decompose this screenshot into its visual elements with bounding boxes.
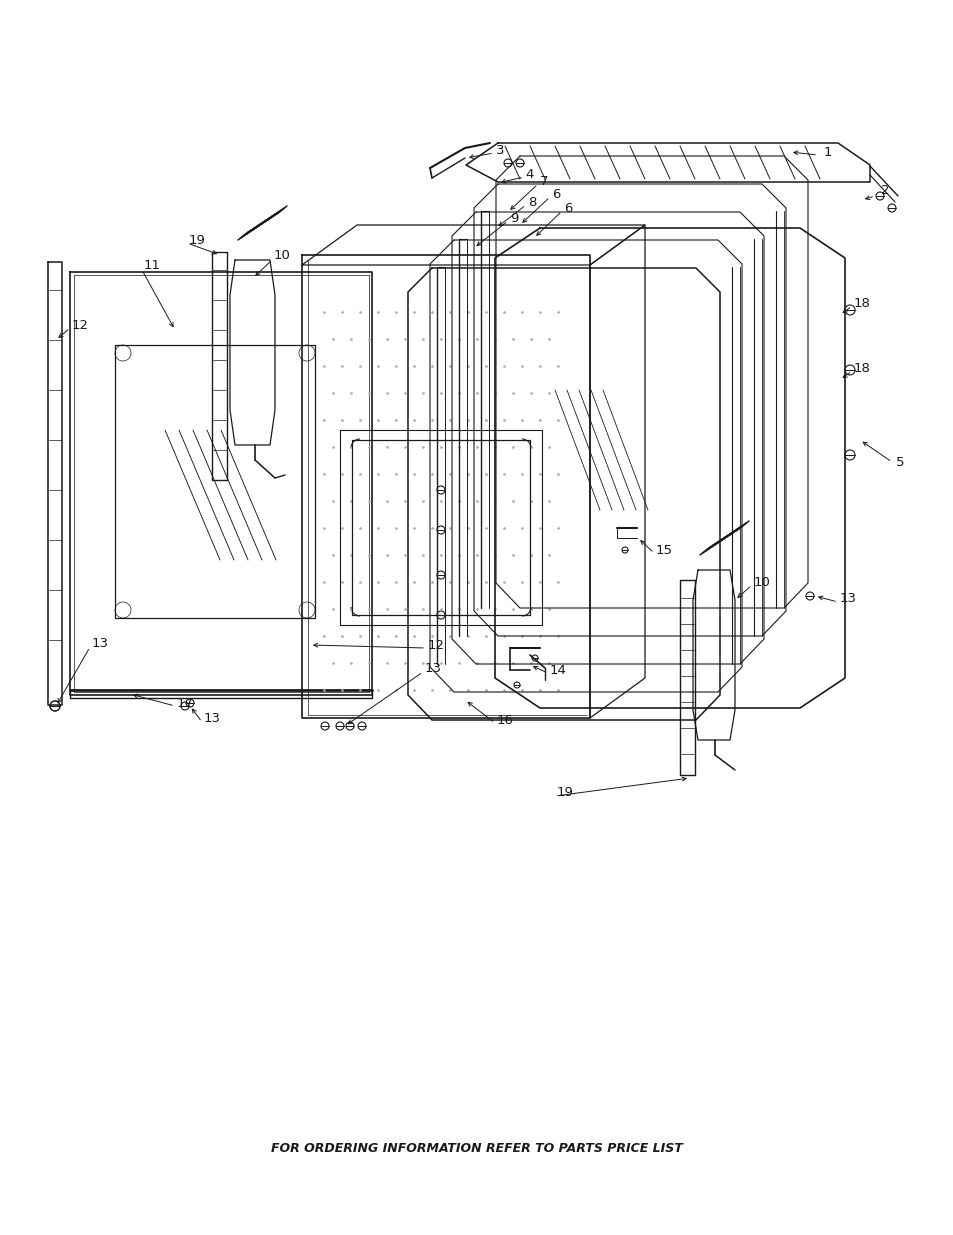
- Text: 19: 19: [556, 787, 573, 799]
- Text: 3: 3: [496, 143, 504, 157]
- Text: 10: 10: [753, 576, 770, 589]
- Text: 13: 13: [839, 592, 856, 604]
- Text: 18: 18: [853, 362, 869, 374]
- Text: 4: 4: [525, 168, 534, 180]
- Text: 9: 9: [509, 211, 517, 225]
- Text: 11: 11: [143, 258, 160, 272]
- Text: 6: 6: [563, 201, 572, 215]
- Text: 13: 13: [91, 636, 109, 650]
- Text: 12: 12: [71, 319, 89, 331]
- Text: 19: 19: [189, 233, 205, 247]
- Text: 2: 2: [880, 184, 888, 196]
- Text: 13: 13: [203, 711, 220, 725]
- Text: 13: 13: [424, 662, 441, 674]
- Text: 1: 1: [822, 146, 831, 158]
- Text: 14: 14: [549, 663, 566, 677]
- Text: 7: 7: [539, 174, 548, 188]
- Text: 8: 8: [527, 195, 536, 209]
- Text: 16: 16: [497, 714, 513, 726]
- Text: 5: 5: [895, 456, 903, 468]
- Text: 6: 6: [551, 188, 559, 200]
- Text: 18: 18: [853, 296, 869, 310]
- Text: 12: 12: [427, 638, 444, 652]
- Text: 15: 15: [655, 543, 672, 557]
- Text: FOR ORDERING INFORMATION REFER TO PARTS PRICE LIST: FOR ORDERING INFORMATION REFER TO PARTS …: [271, 1141, 682, 1155]
- Text: 17: 17: [176, 697, 193, 709]
- Text: 10: 10: [274, 248, 290, 262]
